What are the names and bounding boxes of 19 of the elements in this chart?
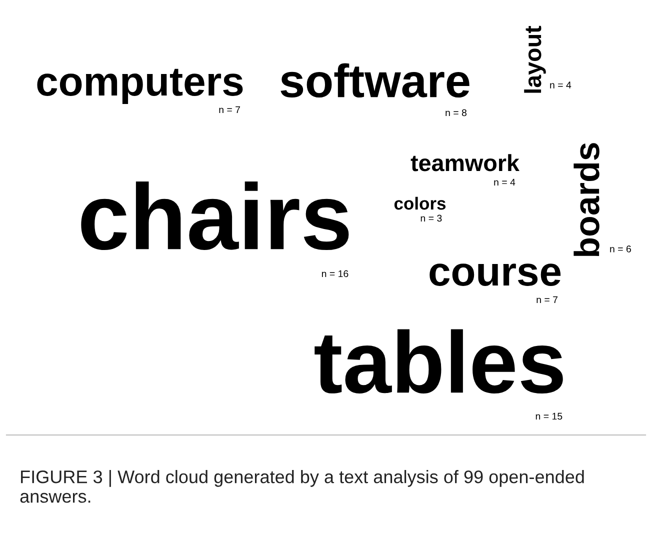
caption: FIGURE 3 | Word cloud generated by a text analysis of 99 open-ended answers. [20,470,584,503]
data-label: n = 3 [420,214,442,222]
data-label: n = 15 [536,412,562,420]
category-label: teamwork [410,154,520,172]
data-label: n = 6 [610,246,631,252]
category-label: software [280,63,470,98]
category-label: colors [394,196,446,210]
data-label: n = 16 [322,270,348,278]
category-label: computers [37,68,243,104]
data-label: n = 4 [550,82,572,88]
data-label: n = 4 [494,178,516,186]
data-label: n = 7 [219,106,240,114]
data-label: n = 8 [446,109,467,116]
category-label: boards [574,143,600,256]
category-label: course [430,264,561,286]
category-label: chairs [81,182,349,250]
category-label: layout [524,26,546,93]
data-label: n = 7 [536,296,558,304]
category-label: tables [314,329,563,394]
